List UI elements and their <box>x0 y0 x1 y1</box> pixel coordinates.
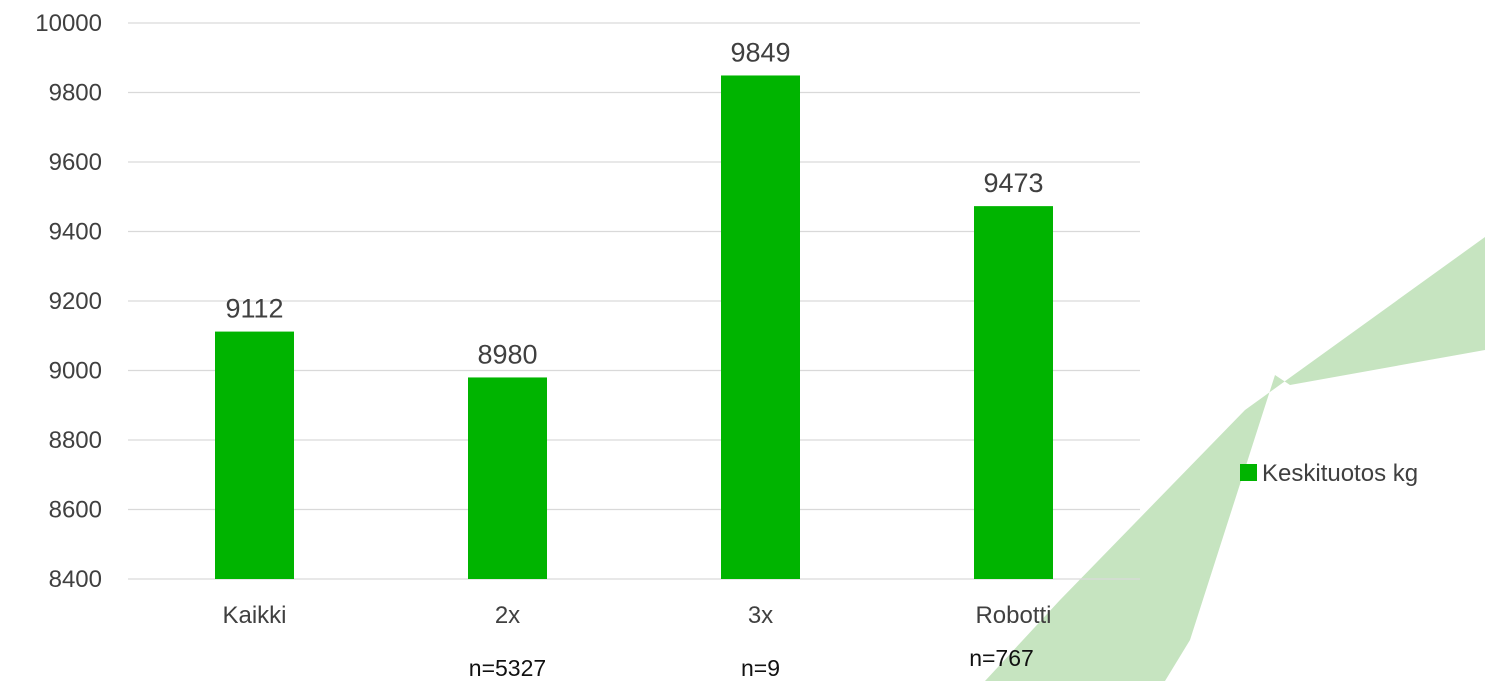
data-label: 9849 <box>730 37 790 67</box>
category-note: n=9 <box>741 655 780 681</box>
gridlines <box>128 22 1140 580</box>
bars <box>215 75 1053 579</box>
y-axis-ticks: 8400 8600 8800 9000 9200 9400 9600 9800 10000 <box>35 10 102 593</box>
bar <box>974 206 1053 579</box>
bar <box>721 75 800 579</box>
category-notes: n=5327 n=9 n=767 <box>469 645 1034 681</box>
x-tick-label: 2x <box>495 602 520 629</box>
data-label: 8980 <box>477 339 537 369</box>
y-tick-label: 9800 <box>49 80 102 107</box>
category-note: n=767 <box>969 645 1034 671</box>
data-label: 9473 <box>983 168 1043 198</box>
category-note: n=5327 <box>469 655 546 681</box>
x-tick-label: Robotti <box>975 602 1051 629</box>
y-tick-label: 9200 <box>49 288 102 315</box>
data-label: 9112 <box>225 294 283 324</box>
legend-label: Keskituotos kg <box>1262 460 1418 487</box>
data-labels: 9112 8980 9849 9473 <box>225 37 1043 369</box>
legend-swatch <box>1240 464 1257 481</box>
y-tick-label: 8800 <box>49 427 102 454</box>
bar <box>468 377 547 579</box>
y-tick-label: 10000 <box>35 10 102 37</box>
y-tick-label: 9000 <box>49 358 102 385</box>
y-tick-label: 8600 <box>49 497 102 524</box>
x-axis-categories: Kaikki 2x 3x Robotti <box>222 602 1051 629</box>
y-tick-label: 9600 <box>49 149 102 176</box>
legend: Keskituotos kg <box>1240 460 1418 487</box>
x-tick-label: 3x <box>748 602 773 629</box>
bar <box>215 331 294 579</box>
x-tick-label: Kaikki <box>222 602 286 629</box>
background-swoosh <box>985 237 1485 681</box>
y-tick-label: 8400 <box>49 566 102 593</box>
y-tick-label: 9400 <box>49 219 102 246</box>
